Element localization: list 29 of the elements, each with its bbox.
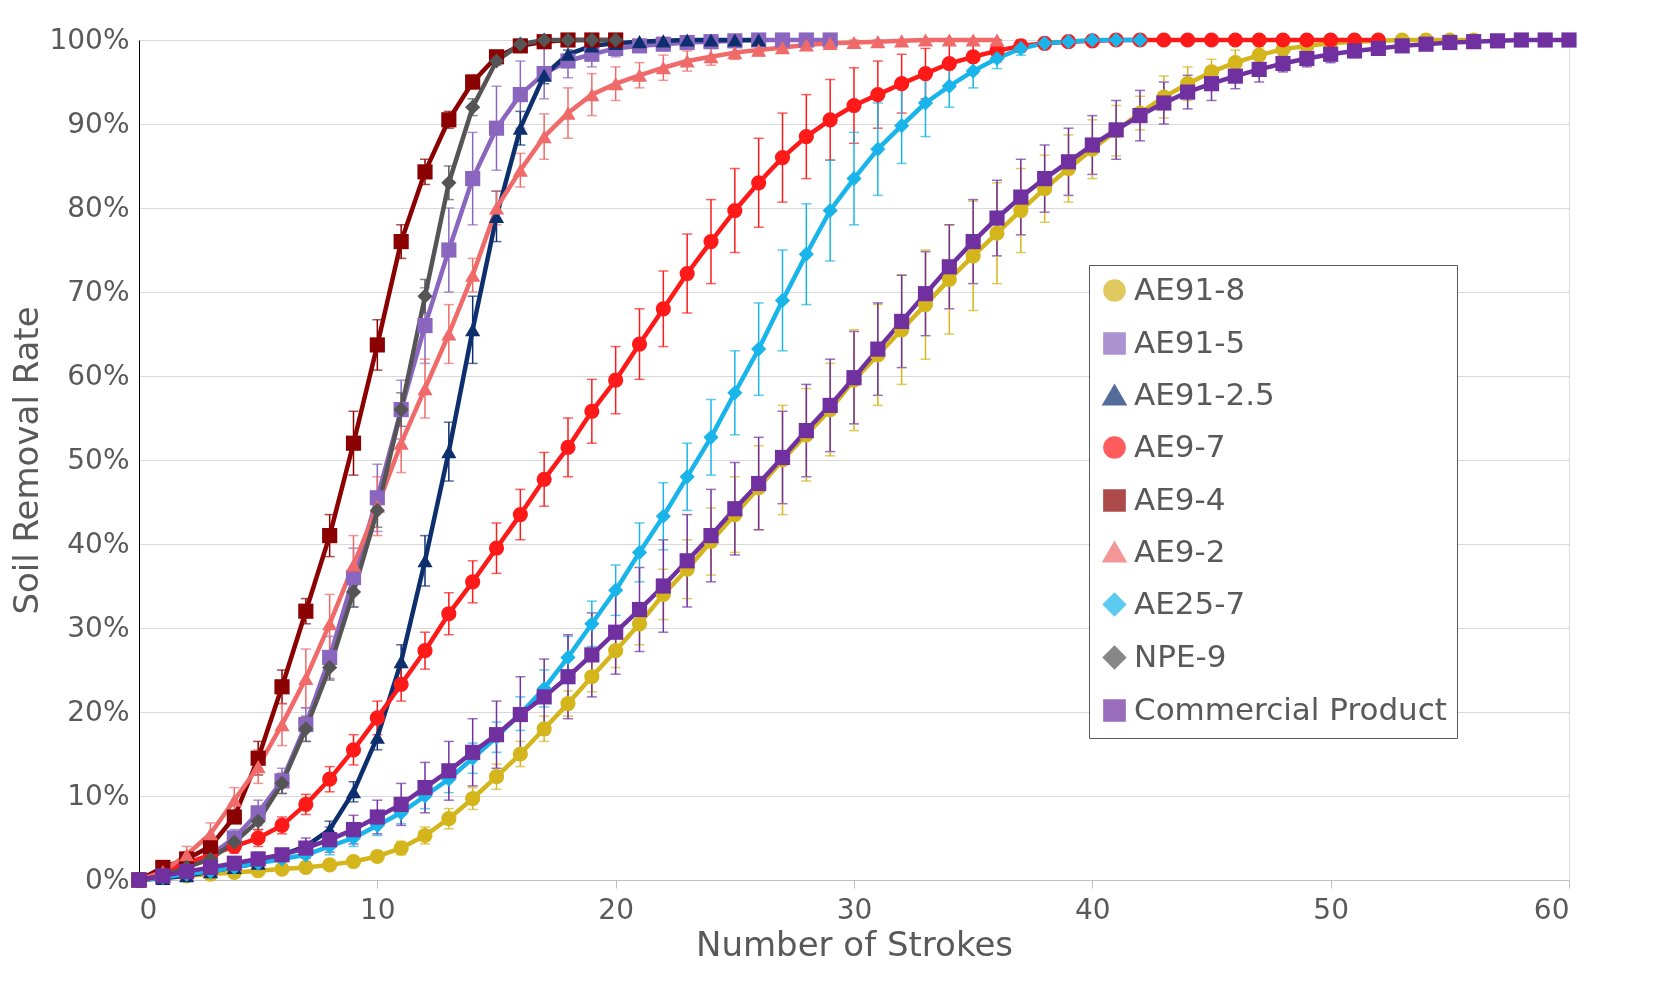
legend-label: AE9-4	[1134, 480, 1226, 517]
x-axis-title: Number of Strokes	[695, 923, 1014, 964]
x-tick-label: 40	[1075, 892, 1111, 926]
x-tick-label: 60	[1533, 892, 1570, 926]
y-tick-label: 100%	[49, 22, 130, 56]
y-tick-label: 10%	[67, 778, 130, 812]
x-tick-label: 10	[360, 892, 396, 926]
y-tick-label: 20%	[67, 694, 130, 728]
legend-label: AE9-2	[1134, 532, 1226, 569]
legend-label: AE9-7	[1134, 427, 1226, 464]
legend-label: Commercial Product	[1134, 690, 1447, 727]
y-tick-label: 70%	[67, 274, 130, 308]
legend-label: AE91-5	[1134, 323, 1246, 360]
y-tick-label: 50%	[67, 442, 130, 476]
y-tick-label: 30%	[67, 610, 130, 644]
legend-label: AE25-7	[1134, 584, 1246, 621]
x-tick-label: 50	[1313, 892, 1349, 926]
y-tick-label: 60%	[67, 358, 130, 392]
y-axis-title: Soil Removal Rate	[6, 306, 47, 615]
x-tick-label: 20	[598, 892, 634, 926]
x-tick-label: 0	[139, 892, 158, 926]
legend-label: NPE-9	[1134, 637, 1227, 674]
legend-label: AE91-2.5	[1134, 375, 1275, 412]
y-tick-label: 40%	[67, 526, 130, 560]
legend-label: AE91-8	[1134, 270, 1246, 307]
y-tick-label: 80%	[67, 190, 130, 224]
x-tick-label: 30	[836, 892, 873, 926]
y-tick-label: 90%	[67, 106, 130, 140]
y-tick-label: 0%	[85, 862, 130, 896]
